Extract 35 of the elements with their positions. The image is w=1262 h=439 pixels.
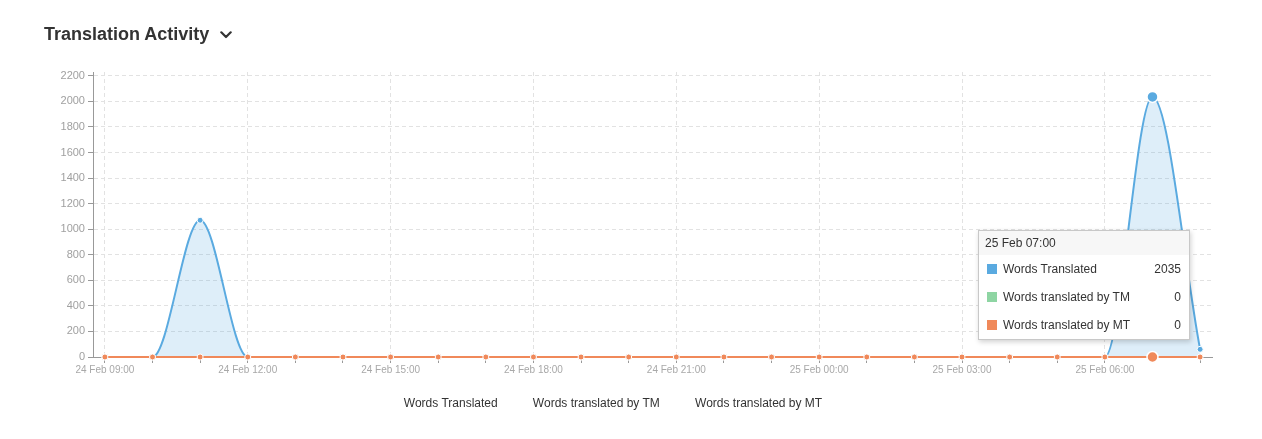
text: Words Translated bbox=[403, 396, 498, 411]
point bbox=[1196, 353, 1204, 361]
x-tick-label: 25 Feb 00:00 bbox=[789, 363, 850, 375]
text: Words translated by MT bbox=[695, 396, 823, 411]
y-tick-label: 800 bbox=[66, 247, 85, 260]
x-tick-label: 24 Feb 18:00 bbox=[503, 363, 564, 375]
x-tick-label: 24 Feb 12:00 bbox=[218, 363, 278, 375]
y-tick-label: 1600 bbox=[60, 145, 85, 158]
y-tick-label: 0 bbox=[78, 350, 85, 363]
x-tick-label: 24 Feb 09:00 bbox=[75, 363, 135, 375]
y-tick-label: 1000 bbox=[60, 222, 85, 235]
annotation: 0 bbox=[1174, 290, 1181, 304]
point bbox=[196, 353, 204, 361]
legend-label: Words translated by MT bbox=[1003, 318, 1132, 332]
y-tick-label: 600 bbox=[66, 273, 85, 286]
y-tick-label: 1400 bbox=[60, 171, 85, 184]
legend-label: Words Translated bbox=[1003, 262, 1098, 276]
annotation: 25 Feb 07:00 bbox=[979, 231, 1189, 255]
x-tick-label: 25 Feb 03:00 bbox=[932, 363, 992, 375]
point bbox=[1196, 345, 1204, 353]
x-tick-label: 24 Feb 15:00 bbox=[361, 363, 421, 375]
point bbox=[196, 216, 204, 224]
chart-title: Translation Activity bbox=[44, 24, 210, 45]
y-tick-label: 400 bbox=[66, 298, 85, 311]
legend-label: Words translated by TM bbox=[1003, 290, 1131, 304]
text: Words translated by TM bbox=[532, 396, 660, 411]
y-tick-label: 2000 bbox=[60, 94, 85, 107]
annotation: 2035 bbox=[1154, 262, 1181, 276]
y-tick-label: 1800 bbox=[60, 119, 85, 132]
y-tick-label: 1200 bbox=[60, 196, 85, 209]
x-tick-label: 25 Feb 06:00 bbox=[1075, 363, 1135, 375]
x-tick-label: 24 Feb 21:00 bbox=[646, 363, 707, 375]
y-tick-label: 2200 bbox=[60, 68, 85, 81]
annotation: 0 bbox=[1174, 318, 1181, 332]
y-tick-label: 200 bbox=[66, 324, 85, 337]
